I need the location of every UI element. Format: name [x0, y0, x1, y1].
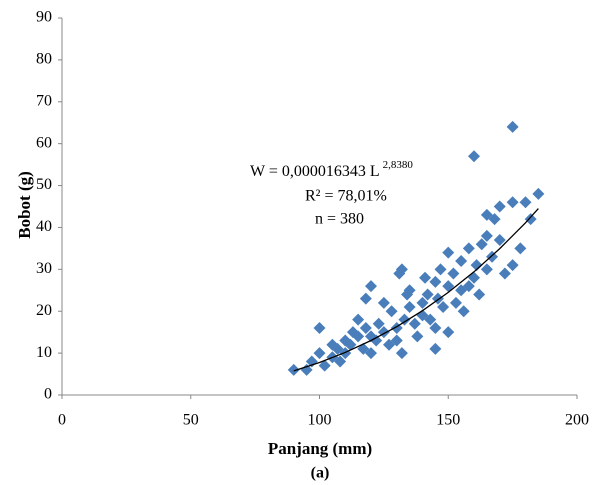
- point: [421, 288, 434, 301]
- point: [449, 296, 462, 309]
- point: [506, 196, 519, 209]
- point: [514, 242, 527, 255]
- point: [506, 120, 519, 133]
- point: [455, 254, 468, 267]
- point: [434, 263, 447, 276]
- point: [372, 317, 385, 330]
- sample-size: n = 380: [315, 211, 364, 228]
- y-tick-label: 80: [36, 51, 52, 68]
- point: [442, 246, 455, 259]
- y-tick-label: 30: [36, 260, 52, 277]
- point: [300, 363, 313, 376]
- x-axis-label: Panjang (mm): [268, 439, 372, 458]
- y-tick-label: 90: [36, 9, 52, 26]
- x-tick-label: 150: [436, 412, 460, 429]
- point: [395, 263, 408, 276]
- point: [468, 150, 480, 163]
- point: [519, 196, 532, 209]
- point: [398, 313, 411, 326]
- point: [390, 334, 403, 347]
- point: [344, 338, 357, 351]
- point: [473, 288, 486, 301]
- point: [442, 280, 455, 293]
- point: [408, 317, 421, 330]
- point: [313, 347, 326, 360]
- point: [470, 259, 483, 272]
- caption: (a): [311, 465, 330, 482]
- point: [442, 326, 455, 339]
- equation-exponent: 2,8380: [383, 159, 414, 171]
- point: [429, 321, 442, 334]
- point: [462, 242, 475, 255]
- y-tick-label: 20: [36, 302, 52, 319]
- point: [429, 342, 442, 355]
- point: [493, 234, 506, 247]
- point: [480, 208, 493, 221]
- r-squared: R² = 78,01%: [305, 188, 387, 205]
- point: [506, 259, 519, 272]
- point: [429, 275, 442, 288]
- y-tick-label: 0: [44, 386, 52, 403]
- point: [395, 347, 408, 360]
- point: [365, 347, 377, 360]
- point: [532, 187, 545, 200]
- point: [334, 355, 347, 368]
- point: [475, 238, 488, 251]
- point: [486, 250, 499, 263]
- point: [401, 288, 414, 301]
- y-tick-label: 50: [36, 176, 52, 193]
- point: [359, 292, 372, 305]
- point: [419, 271, 432, 284]
- y-tick-label: 60: [36, 134, 52, 151]
- point: [498, 267, 511, 280]
- point: [318, 359, 331, 372]
- x-tick-label: 50: [183, 412, 199, 429]
- y-axis-label: Bobot (g): [15, 171, 34, 239]
- y-tick-label: 10: [36, 344, 52, 361]
- x-tick-label: 0: [58, 412, 66, 429]
- point: [370, 334, 383, 347]
- point: [287, 363, 300, 376]
- point: [411, 330, 424, 343]
- point: [424, 313, 437, 326]
- point: [313, 321, 326, 334]
- y-tick-label: 70: [36, 92, 52, 109]
- point: [416, 296, 429, 309]
- x-tick-label: 100: [308, 412, 332, 429]
- equation-text: W = 0,000016343 L: [250, 163, 380, 180]
- point: [385, 305, 398, 318]
- point: [457, 305, 470, 318]
- point: [480, 229, 493, 242]
- trend-line: [293, 208, 539, 372]
- point: [480, 263, 493, 276]
- point: [377, 296, 390, 309]
- point: [403, 301, 416, 314]
- point: [493, 200, 506, 213]
- x-tick-label: 200: [565, 412, 589, 429]
- point: [462, 280, 475, 293]
- point: [524, 213, 537, 226]
- point: [352, 313, 365, 326]
- point: [447, 267, 460, 280]
- point: [437, 301, 450, 314]
- equation: W = 0,000016343 L 2,8380: [250, 159, 413, 180]
- point: [365, 280, 377, 293]
- y-tick-label: 40: [36, 218, 52, 235]
- point: [359, 321, 372, 334]
- point: [352, 330, 365, 343]
